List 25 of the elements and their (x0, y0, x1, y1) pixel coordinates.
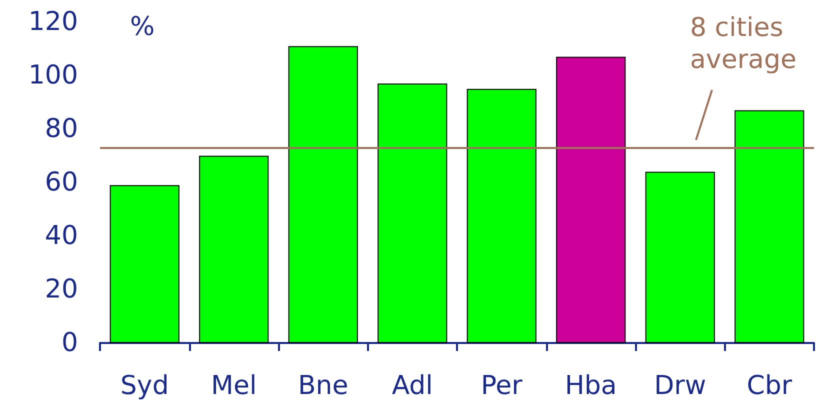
x-tick-label: Syd (120, 371, 169, 401)
x-tick-label: Hba (564, 371, 617, 401)
y-tick-label: 0 (61, 328, 78, 358)
bar (734, 110, 804, 343)
bar (110, 185, 180, 343)
y-axis-title: % (130, 12, 155, 42)
y-tick-label: 40 (44, 221, 78, 251)
y-tick-label: 120 (28, 7, 78, 37)
y-tick-label: 80 (44, 114, 78, 144)
bar (645, 172, 715, 343)
x-tick-label: Drw (654, 371, 706, 401)
bar (556, 56, 626, 343)
x-tick-label: Mel (211, 371, 257, 401)
x-tick-label: Cbr (746, 371, 792, 401)
y-tick-label: 20 (44, 274, 78, 304)
x-tick-label: Bne (298, 371, 348, 401)
y-tick-label: 100 (28, 60, 78, 90)
bar (466, 88, 536, 343)
x-tick-label: Adl (392, 371, 433, 401)
x-tick-label: Per (480, 371, 523, 401)
bar (378, 84, 448, 343)
bar (288, 46, 358, 343)
bar (199, 156, 269, 343)
y-tick-label: 60 (44, 168, 78, 198)
ref-line-label: 8 cities average (690, 13, 796, 75)
